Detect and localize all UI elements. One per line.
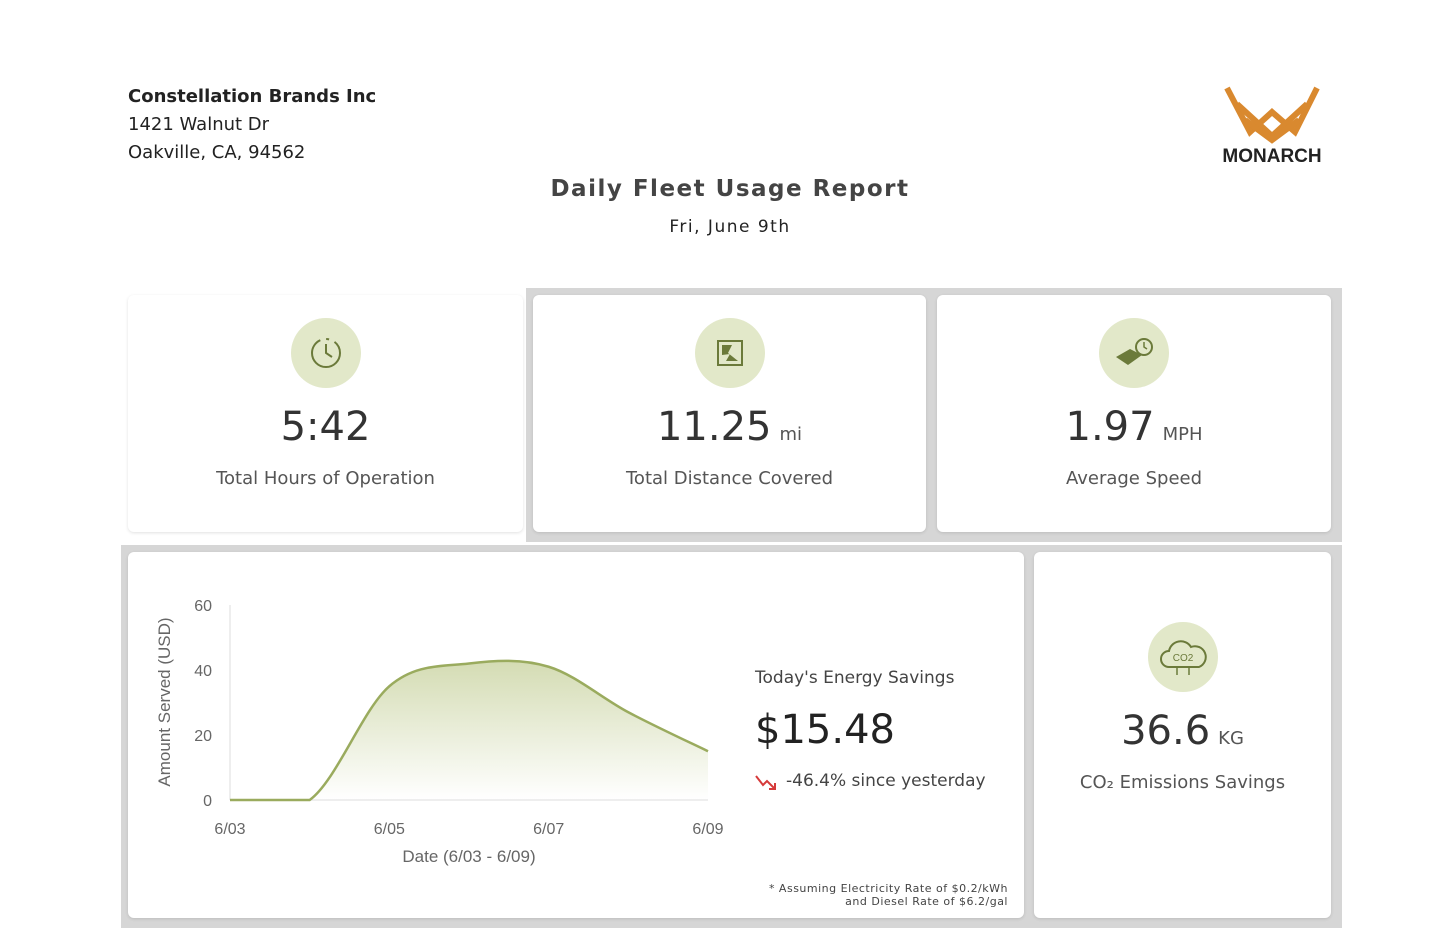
emissions-unit: KG <box>1218 728 1244 749</box>
emissions-card: CO2 36.6 KG CO₂ Emissions Savings <box>1034 552 1331 918</box>
metric-label: Total Hours of Operation <box>128 468 523 489</box>
footnote-line: * Assuming Electricity Rate of $0.2/kWh <box>769 882 1008 895</box>
y-tick-label: 0 <box>203 793 212 810</box>
metric-card: 1.97 MPH Average Speed <box>937 295 1331 532</box>
footnote-line: and Diesel Rate of $6.2/gal <box>769 895 1008 908</box>
area <box>230 661 708 800</box>
city: Oakville, CA, 94562 <box>128 139 376 167</box>
energy-change: -46.4% since yesterday <box>786 771 986 791</box>
energy-label: Today's Energy Savings <box>755 668 954 688</box>
speed-icon <box>1112 335 1156 371</box>
metric-label: Total Distance Covered <box>533 468 926 489</box>
metric-value-row: 1.97 MPH <box>937 404 1331 450</box>
metric-unit: mi <box>779 424 802 445</box>
emissions-row: 36.6 KG <box>1034 708 1331 754</box>
metric-card: 5:42 Total Hours of Operation <box>128 295 523 532</box>
footnote: * Assuming Electricity Rate of $0.2/kWh … <box>769 882 1008 908</box>
y-tick-label: 20 <box>194 728 212 745</box>
x-tick-label: 6/03 <box>214 821 245 838</box>
metric-unit: MPH <box>1163 424 1203 445</box>
y-tick-label: 40 <box>194 663 212 680</box>
y-tick-label: 60 <box>194 598 212 615</box>
company: Constellation Brands Inc <box>128 83 376 111</box>
icon: CO2 <box>1148 622 1218 692</box>
clock-icon <box>308 335 344 371</box>
down-icon <box>754 772 780 792</box>
report-title: Daily Fleet Usage Report <box>0 176 1440 202</box>
metric-value: 1.97 <box>1066 404 1155 450</box>
address: Constellation Brands Inc 1421 Walnut Dr … <box>128 83 376 167</box>
street: 1421 Walnut Dr <box>128 111 376 139</box>
logo-text: MONARCH <box>1222 146 1321 167</box>
metric-value: 5:42 <box>128 404 523 450</box>
map-icon <box>714 337 746 369</box>
energy-card: Amount Served (USD) Date (6/03 - 6/09) 0… <box>128 552 1024 918</box>
x-tick-label: 6/07 <box>533 821 564 838</box>
y-axis-label: Amount Served (USD) <box>155 617 174 786</box>
icon <box>291 318 361 388</box>
energy-value: $15.48 <box>755 707 895 753</box>
metric-label: Average Speed <box>937 468 1331 489</box>
chart: Amount Served (USD) Date (6/03 - 6/09) 0… <box>128 552 728 918</box>
metric-value-row: 11.25 mi <box>533 404 926 450</box>
emissions-label: CO₂ Emissions Savings <box>1034 772 1331 793</box>
icon <box>695 318 765 388</box>
x-axis-label: Date (6/03 - 6/09) <box>402 847 535 866</box>
x-tick-label: 6/05 <box>374 821 405 838</box>
cloud-icon: CO2 <box>1157 637 1209 677</box>
metric-card: 11.25 mi Total Distance Covered <box>533 295 926 532</box>
svg-text:CO2: CO2 <box>1172 653 1193 664</box>
icon <box>1099 318 1169 388</box>
metric-value: 11.25 <box>657 404 772 450</box>
x-tick-label: 6/09 <box>692 821 723 838</box>
logo: MONARCH <box>1205 84 1340 169</box>
report-date: Fri, June 9th <box>0 217 1440 237</box>
emissions-value: 36.6 <box>1121 708 1210 754</box>
